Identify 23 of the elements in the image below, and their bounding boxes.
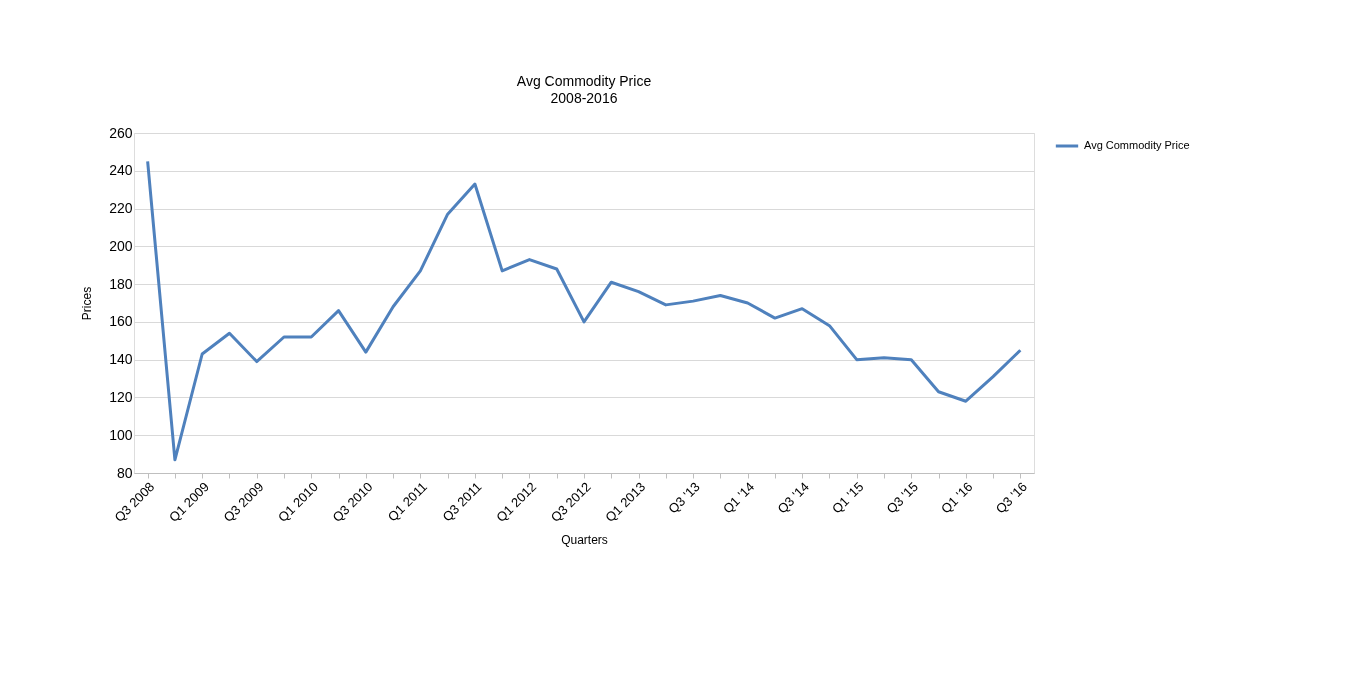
x-tick-label: Q3 '14 (774, 479, 812, 517)
y-tick-label: 100 (109, 426, 133, 443)
x-tick-label: Q3 '16 (992, 479, 1031, 517)
x-tick-label: Q3 '13 (665, 479, 703, 517)
y-tick-label: 220 (109, 200, 133, 217)
line-series (146, 159, 1022, 462)
x-axis-title: Quarters (561, 532, 608, 547)
y-axis-title: Prices (80, 286, 95, 321)
y-tick-label: 260 (109, 124, 133, 141)
y-tick-label: 120 (109, 388, 133, 405)
chart-subtitle: 2008-2016 (550, 90, 618, 106)
x-tick-label: Q3 '15 (883, 479, 921, 517)
x-tick-label: Q1 '15 (829, 479, 867, 517)
y-tick-label: 200 (109, 237, 133, 254)
y-tick-label: 240 (109, 162, 133, 179)
y-tick-label: 180 (109, 275, 133, 292)
chart-title: Avg Commodity Price (516, 73, 652, 89)
y-tick-label: 80 (116, 464, 133, 481)
y-tick-label: 160 (109, 313, 133, 330)
x-tick-label: Q1 '16 (938, 479, 976, 517)
legend-label: Avg Commodity Price (1084, 139, 1190, 151)
x-tick-label: Q1 '14 (719, 479, 758, 517)
y-tick-label: 140 (109, 351, 133, 368)
